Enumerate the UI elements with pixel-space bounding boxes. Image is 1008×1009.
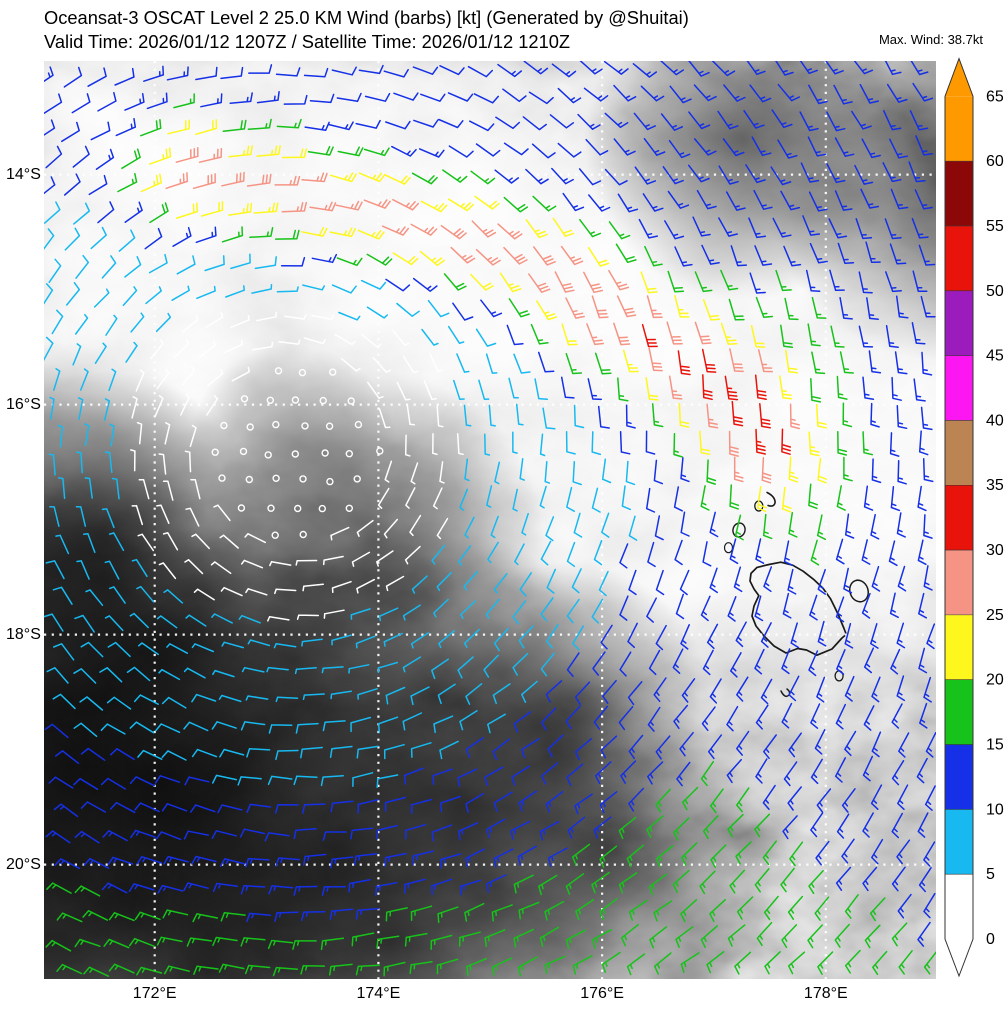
svg-text:25: 25 [986, 607, 1004, 624]
svg-text:40: 40 [986, 412, 1004, 429]
svg-text:20: 20 [986, 672, 1004, 689]
svg-text:35: 35 [986, 477, 1004, 494]
svg-text:15: 15 [986, 737, 1004, 754]
svg-text:65: 65 [986, 88, 1004, 105]
svg-text:10: 10 [986, 801, 1004, 818]
svg-text:0: 0 [986, 931, 995, 948]
svg-text:45: 45 [986, 348, 1004, 365]
svg-text:60: 60 [986, 153, 1004, 170]
svg-text:5: 5 [986, 866, 995, 883]
svg-text:50: 50 [986, 283, 1004, 300]
svg-text:55: 55 [986, 218, 1004, 235]
svg-text:30: 30 [986, 542, 1004, 559]
